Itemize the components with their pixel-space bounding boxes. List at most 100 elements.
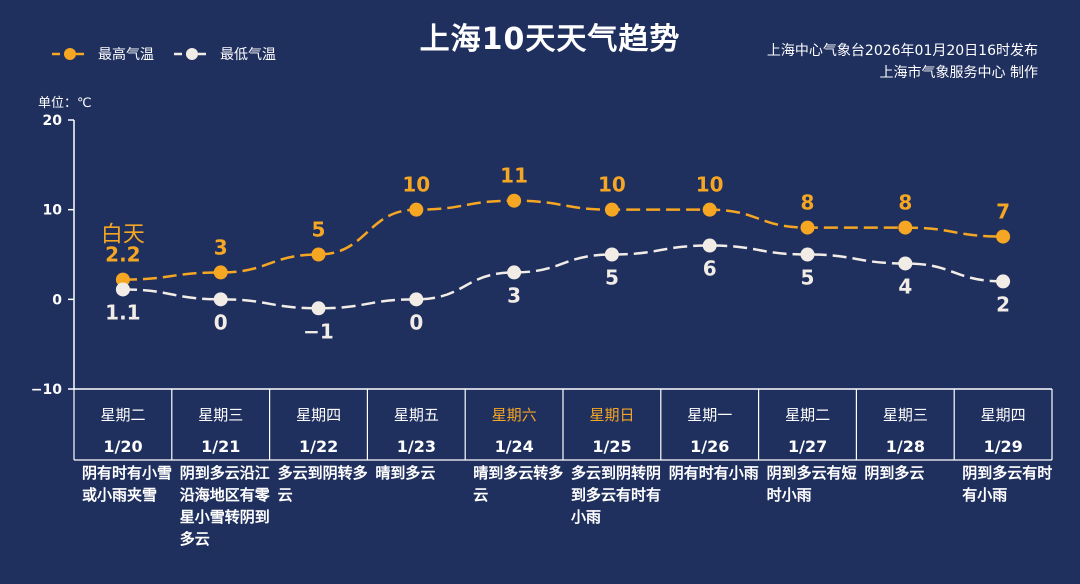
weekday-label: 星期四 (296, 406, 342, 424)
data-label-high: 2.2 (105, 243, 140, 267)
data-point-high (115, 272, 130, 287)
data-label-low: 2 (996, 292, 1010, 316)
day-column: 星期五 1/23 (367, 390, 465, 456)
data-label-low: 0 (409, 310, 423, 334)
weekday-label: 星期五 (393, 406, 439, 424)
weekday-label: 星期二 (785, 406, 831, 424)
data-point-low (311, 301, 326, 316)
weekday-label: 星期四 (980, 406, 1026, 424)
data-label-high: 3 (214, 235, 228, 259)
publisher-line-1: 上海中心气象台2026年01月20日16时发布 (766, 43, 1038, 59)
first-point-annotation: 白天 (101, 223, 145, 248)
data-label-low: −1 (303, 319, 334, 343)
weekday-label: 星期三 (198, 406, 244, 424)
data-point-high (213, 265, 228, 280)
data-label-high: 8 (801, 191, 815, 215)
weather-description: 晴到多云 (375, 464, 436, 482)
data-point-high (996, 229, 1011, 244)
data-label-high: 5 (312, 218, 326, 242)
y-tick-label: −10 (31, 382, 62, 398)
date-label: 1/20 (103, 437, 143, 456)
legend: 最高气温 最低气温 (50, 44, 294, 64)
data-label-high: 10 (598, 173, 626, 197)
day-column: 星期一 1/26 (661, 390, 759, 456)
data-label-high: 10 (402, 173, 430, 197)
data-label-high: 7 (996, 200, 1010, 224)
date-label: 1/23 (396, 437, 437, 456)
data-point-low (702, 238, 717, 253)
data-point-low (604, 247, 619, 262)
data-point-low (409, 292, 424, 307)
data-point-high (604, 202, 619, 217)
day-column: 星期日 1/25 (563, 390, 661, 456)
legend-item-high: 最高气温 (50, 44, 154, 64)
publisher-line-2: 上海市气象服务中心 制作 (879, 65, 1038, 81)
data-point-low (507, 265, 522, 280)
data-label-low: 3 (507, 283, 521, 307)
data-point-high (898, 220, 913, 235)
data-label-high: 8 (898, 191, 912, 215)
weekday-label: 星期日 (589, 406, 635, 424)
date-label: 1/24 (494, 437, 534, 456)
weather-description: 阴到多云 (864, 464, 925, 482)
data-point-low (898, 256, 913, 271)
series-line-high (122, 199, 1004, 281)
legend-high-marker-icon (52, 48, 88, 60)
day-column: 星期二 1/27 (759, 390, 857, 456)
y-tick-label: 20 (43, 113, 63, 129)
series-line-low (122, 244, 1004, 310)
data-point-low (213, 292, 228, 307)
data-point-high (800, 220, 815, 235)
date-label: 1/25 (592, 437, 632, 456)
data-label-low: 1.1 (105, 300, 140, 324)
data-label-low: 4 (898, 274, 912, 298)
data-point-low (115, 282, 130, 297)
day-column: 星期四 1/22 (270, 390, 368, 456)
date-label: 1/21 (201, 437, 241, 456)
date-label: 1/22 (298, 437, 339, 456)
date-label: 1/27 (787, 437, 828, 456)
data-label-low: 0 (214, 310, 228, 334)
weather-description: 多云到阴转阴到多云有时有小雨 (571, 464, 662, 526)
date-label: 1/29 (983, 437, 1023, 456)
weekday-label: 星期一 (687, 406, 733, 424)
y-tick-label: 0 (52, 292, 62, 308)
date-label: 1/26 (690, 437, 730, 456)
data-label-high: 10 (696, 173, 724, 197)
weekday-label: 星期二 (100, 406, 146, 424)
legend-item-low: 最低气温 (172, 44, 276, 64)
unit-label: 单位：℃ (38, 96, 92, 111)
data-point-low (800, 247, 815, 262)
day-column: 星期二 1/20 (74, 390, 172, 456)
weather-description: 阴有时有小雨 (668, 464, 759, 482)
publisher-info: 上海中心气象台2026年01月20日16时发布 上海市气象服务中心 制作 (767, 40, 1038, 84)
page-title: 上海10天天气趋势 (419, 22, 681, 57)
data-label-low: 5 (801, 266, 815, 290)
legend-low-marker-icon (174, 48, 210, 60)
weather-description: 阴到多云有短时小雨 (766, 464, 857, 504)
day-column: 星期四 1/29 (954, 390, 1052, 456)
data-label-low: 5 (605, 266, 619, 290)
day-column: 星期三 1/28 (856, 390, 954, 456)
date-label: 1/28 (885, 437, 926, 456)
y-tick-label: 10 (43, 203, 63, 219)
weather-description: 多云到阴转多云 (277, 464, 368, 504)
data-label-high: 11 (500, 164, 528, 188)
data-point-high (311, 247, 326, 262)
weather-description: 阴到多云有时有小雨 (962, 464, 1053, 504)
legend-label-high: 最高气温 (98, 47, 154, 63)
data-point-low (996, 274, 1011, 289)
data-point-high (507, 193, 522, 208)
weather-description: 阴有时有小雪或小雨夹雪 (82, 464, 173, 504)
day-column: 星期三 1/21 (172, 390, 270, 456)
weather-description: 晴到多云转多云 (473, 464, 564, 504)
day-column: 星期六 1/24 (465, 390, 563, 456)
data-point-high (702, 202, 717, 217)
legend-label-low: 最低气温 (220, 47, 276, 63)
weekday-label: 星期三 (882, 406, 928, 424)
data-point-high (409, 202, 424, 217)
weekday-label: 星期六 (491, 406, 537, 424)
weather-description: 阴到多云沿江沿海地区有零星小雪转阴到多云 (179, 464, 270, 548)
data-label-low: 6 (703, 257, 717, 281)
